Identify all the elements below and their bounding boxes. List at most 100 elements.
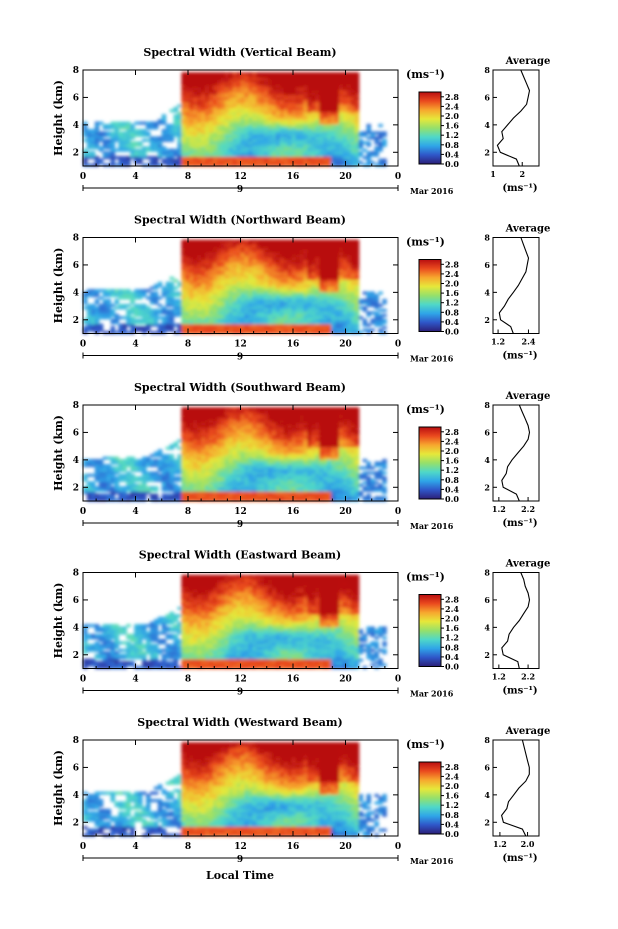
- heatmap-cell: [209, 126, 214, 130]
- heatmap-cell: [335, 126, 340, 130]
- heatmap-cell: [299, 247, 305, 251]
- heatmap-cell: [323, 82, 328, 86]
- heatmap-cell: [220, 91, 226, 95]
- heatmap-cell: [346, 301, 352, 305]
- heatmap-cell: [209, 279, 214, 283]
- heatmap-cell: [240, 109, 245, 113]
- heatmap-cell: [283, 109, 289, 113]
- heatmap-cell: [366, 303, 371, 307]
- average-y-tick-label: 6: [484, 92, 490, 102]
- heatmap-cell: [346, 271, 352, 275]
- heatmap-cell: [342, 264, 348, 268]
- heatmap-cell: [378, 313, 383, 317]
- heatmap-cell: [165, 481, 171, 485]
- heatmap-cell: [193, 426, 198, 430]
- heatmap-cell: [209, 259, 214, 263]
- heatmap-cell: [295, 74, 301, 78]
- heatmap-cell: [240, 249, 245, 253]
- heatmap-cell: [264, 84, 269, 88]
- heatmap-cell: [240, 119, 245, 123]
- heatmap-cell: [354, 257, 360, 261]
- heatmap-cell: [189, 466, 194, 470]
- heatmap-cell: [224, 74, 230, 78]
- heatmap-cell: [232, 96, 238, 100]
- heatmap-cell: [272, 106, 277, 110]
- heatmap-cell: [299, 279, 305, 283]
- heatmap-cell: [256, 259, 261, 263]
- heatmap-cell: [272, 313, 277, 317]
- heatmap-cell: [295, 326, 301, 330]
- heatmap-cell: [252, 143, 257, 147]
- heatmap-cell: [130, 464, 135, 468]
- heatmap-cell: [83, 129, 88, 133]
- heatmap-cell: [370, 294, 375, 298]
- panels-group: Spectral Width (Vertical Beam)2468Height…: [52, 46, 550, 866]
- y-tick-label: 4: [73, 288, 79, 298]
- heatmap-cell: [83, 464, 88, 468]
- heatmap-cell: [299, 286, 305, 290]
- heatmap-cell: [311, 138, 316, 142]
- heatmap-cell: [315, 158, 320, 162]
- heatmap-cell: [287, 104, 293, 108]
- heatmap-cell: [173, 311, 179, 315]
- heatmap-cell: [181, 281, 186, 285]
- heatmap-cell: [220, 271, 226, 275]
- heatmap-cell: [224, 84, 230, 88]
- heatmap-cell: [350, 72, 356, 76]
- heatmap-cell: [201, 257, 206, 261]
- heatmap-cell: [185, 94, 190, 98]
- heatmap-cell: [185, 131, 190, 135]
- heatmap-cell: [315, 259, 320, 263]
- heatmap-cell: [205, 289, 210, 293]
- heatmap-cell: [228, 111, 234, 115]
- heatmap-cell: [264, 104, 269, 108]
- heatmap-cell: [181, 491, 186, 495]
- heatmap-cell: [366, 328, 371, 332]
- heatmap-cell: [264, 111, 269, 115]
- heatmap-cell: [126, 126, 131, 130]
- heatmap-cell: [354, 266, 360, 270]
- heatmap-cell: [275, 72, 281, 76]
- heatmap-cell: [299, 131, 305, 135]
- heatmap-cell: [216, 156, 222, 160]
- heatmap-cell: [185, 303, 190, 307]
- heatmap-cell: [181, 286, 186, 290]
- heatmap-cell: [354, 156, 360, 160]
- heatmap-cell: [279, 271, 285, 275]
- heatmap-cell: [287, 269, 293, 273]
- heatmap-cell: [126, 289, 131, 293]
- heatmap-cell: [173, 163, 179, 167]
- heatmap-cell: [216, 111, 222, 115]
- heatmap-cell: [169, 323, 175, 327]
- heatmap-cell: [209, 328, 214, 332]
- heatmap-cell: [244, 133, 249, 137]
- heatmap-cell: [331, 84, 336, 88]
- heatmap-cell: [268, 89, 273, 93]
- heatmap-cell: [146, 478, 151, 482]
- heatmap-cell: [374, 306, 379, 310]
- heatmap-cell: [299, 296, 305, 300]
- heatmap-cell: [197, 96, 202, 100]
- heatmap-cell: [98, 121, 104, 125]
- heatmap-cell: [122, 326, 127, 330]
- heatmap-cell: [110, 476, 116, 480]
- heatmap-cell: [122, 121, 127, 125]
- heatmap-cell: [173, 444, 179, 448]
- heatmap-cell: [216, 301, 222, 305]
- heatmap-cell: [252, 244, 257, 248]
- heatmap-cell: [224, 89, 230, 93]
- heatmap-cell: [134, 476, 139, 480]
- heatmap-cell: [185, 491, 190, 495]
- heatmap-cell: [146, 464, 151, 468]
- heatmap-cell: [86, 146, 92, 150]
- heatmap-cell: [114, 316, 119, 320]
- heatmap-cell: [311, 99, 316, 103]
- heatmap-cell: [220, 303, 226, 307]
- heatmap-cell: [291, 271, 297, 275]
- heatmap-cell: [272, 84, 277, 88]
- heatmap-cell: [216, 136, 222, 140]
- heatmap-cell: [138, 121, 143, 125]
- heatmap-cell: [209, 318, 214, 322]
- heatmap-cell: [283, 331, 289, 335]
- heatmap-cell: [185, 471, 190, 475]
